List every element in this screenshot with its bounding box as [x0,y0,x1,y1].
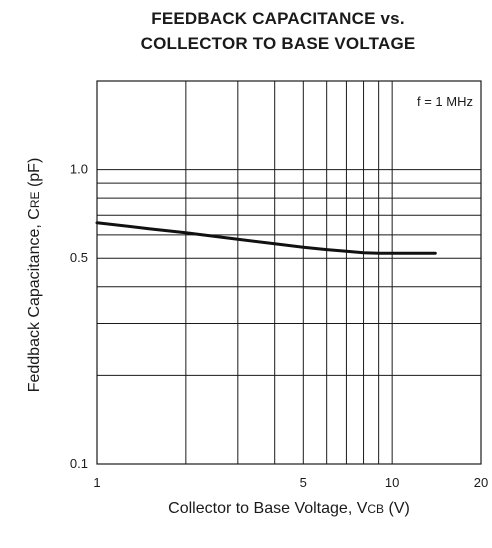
x-tick-label: 20 [474,475,488,490]
x-tick-label: 10 [385,475,399,490]
x-tick-label: 1 [93,475,100,490]
y-axis-label: Feddback Capacitance, CRE (pF) [26,157,43,393]
annotation-frequency: f = 1 MHz [417,94,473,109]
plot-frame [96,80,482,465]
chart-title-line1: FEEDBACK CAPACITANCE vs. [151,9,405,28]
chart-title-line2: COLLECTOR TO BASE VOLTAGE [140,34,416,53]
series-line [95,221,437,255]
y-tick-label: 0.1 [70,456,88,471]
grid-lines [97,81,481,464]
plot-border [96,80,482,465]
x-axis-label: Collector to Base Voltage, VCB (V) [168,500,410,517]
data-series [95,221,437,255]
x-tick-label: 5 [300,475,307,490]
y-tick-label: 0.5 [70,250,88,265]
y-tick-label: 1.0 [70,162,88,177]
tick-labels: 1 5 10 20 0.1 0.5 1.0 [70,162,488,490]
